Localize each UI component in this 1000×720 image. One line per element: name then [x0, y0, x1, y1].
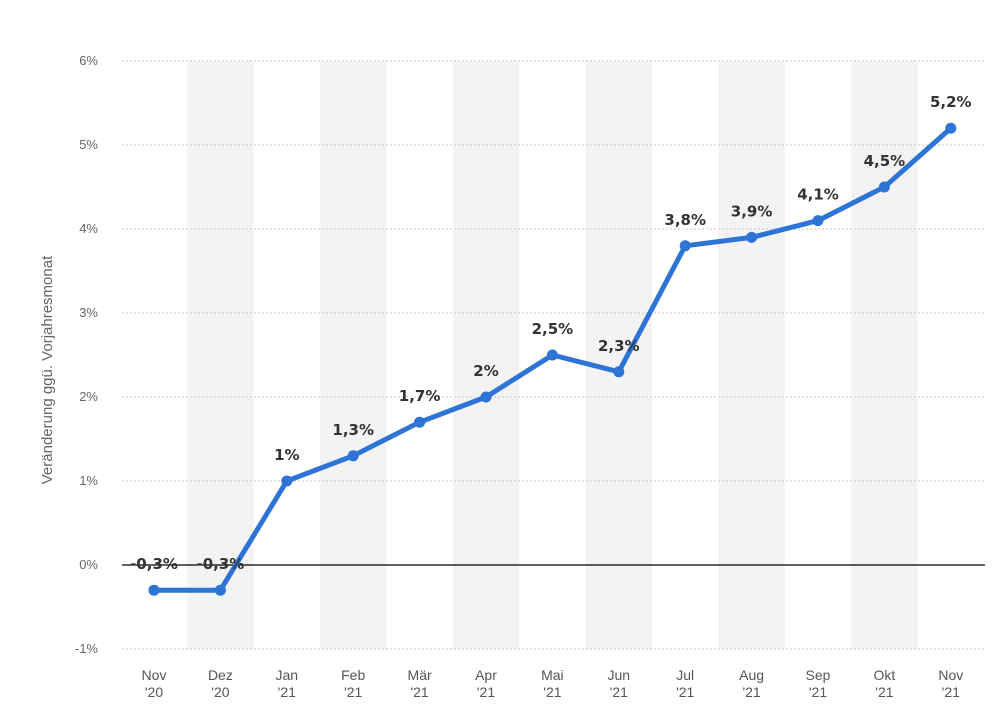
x-tick-label: Nov '21	[938, 667, 963, 700]
y-tick-label: 4%	[79, 221, 98, 236]
y-tick-label: 0%	[79, 557, 98, 572]
data-label: 2%	[473, 362, 498, 380]
y-tick-label: 6%	[79, 53, 98, 68]
data-label: 2,3%	[598, 337, 640, 355]
column-band	[851, 61, 918, 649]
data-label: 3,8%	[664, 211, 706, 229]
data-label: 1,3%	[332, 421, 374, 439]
x-tick-label: Jun '21	[608, 667, 631, 700]
column-band	[585, 61, 652, 649]
data-label: 2,5%	[532, 320, 574, 338]
x-tick-label: Apr '21	[475, 667, 497, 700]
y-tick-label: -1%	[75, 641, 99, 656]
x-tick-label: Mär '21	[408, 667, 432, 700]
y-axis-label: Veränderung ggü. Vorjahresmonat	[39, 255, 56, 484]
x-tick-label: Dez '20	[208, 667, 233, 700]
x-tick-label: Mai '21	[541, 667, 564, 700]
x-tick-label: Jul '21	[676, 667, 694, 700]
data-label: 4,1%	[797, 186, 839, 204]
data-point	[546, 349, 558, 361]
data-labels: -0,3% -0,3% 1% 1,3% 1,7% 2% 2,5% 2,3% 3,8% 3,9% 4,…	[130, 93, 972, 573]
x-axis-ticks: Nov '20 Dez '20 Jan '21 Feb '21 Mär '21 Apr '21 Mai '…	[142, 667, 964, 700]
column-band	[452, 61, 520, 649]
data-point	[945, 122, 957, 134]
data-point	[214, 584, 226, 596]
column-bands	[187, 61, 918, 649]
y-axis-ticks: -1% 0% 1% 2% 3% 4% 5% 6%	[75, 53, 99, 656]
column-band	[718, 61, 785, 649]
data-label: 4,5%	[864, 152, 906, 170]
data-points	[148, 122, 957, 596]
data-point	[812, 215, 824, 227]
x-tick-label: Feb '21	[341, 667, 365, 700]
data-point	[746, 231, 758, 243]
y-tick-label: 5%	[79, 137, 98, 152]
y-tick-label: 3%	[79, 305, 98, 320]
data-point	[281, 475, 293, 487]
x-tick-label: Nov '20	[142, 667, 167, 700]
data-label: -0,3%	[196, 555, 244, 573]
y-tick-label: 2%	[79, 389, 98, 404]
x-tick-label: Okt '21	[874, 667, 896, 700]
column-band	[320, 61, 387, 649]
x-tick-label: Aug '21	[739, 667, 764, 700]
data-point	[679, 240, 691, 252]
data-point	[414, 416, 426, 428]
data-label: 3,9%	[731, 202, 773, 220]
data-label: 5,2%	[930, 93, 972, 111]
y-tick-label: 1%	[79, 473, 98, 488]
data-label: 1%	[274, 446, 299, 464]
data-point	[148, 584, 160, 596]
data-label: 1,7%	[399, 387, 441, 405]
data-point	[347, 450, 359, 462]
x-tick-label: Jan '21	[276, 667, 299, 700]
data-point	[613, 366, 625, 378]
x-tick-label: Sep '21	[806, 667, 831, 700]
data-point	[878, 181, 890, 193]
data-label: -0,3%	[130, 555, 178, 573]
data-point	[480, 391, 492, 403]
